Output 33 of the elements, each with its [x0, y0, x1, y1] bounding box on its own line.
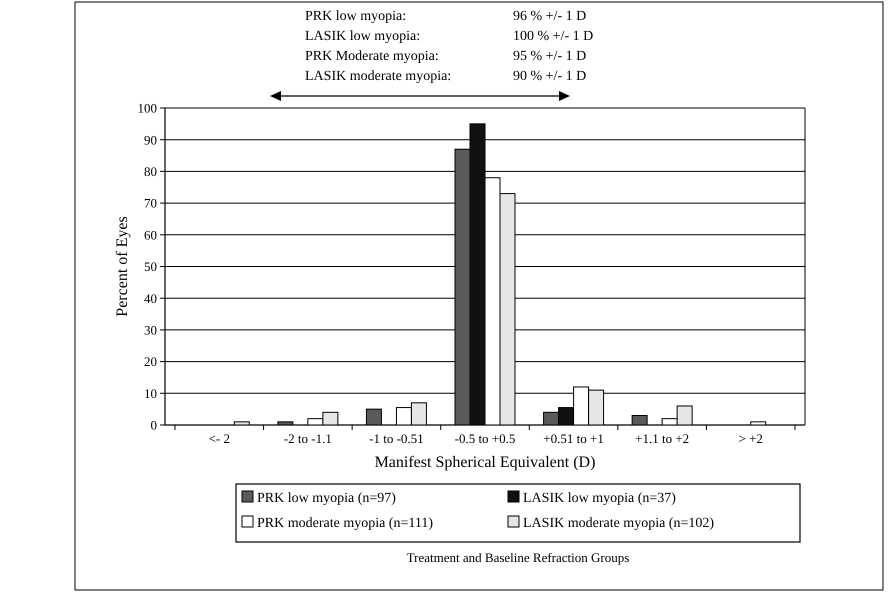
legend-label: PRK low myopia (n=97)	[257, 490, 396, 506]
x-tick-label: <- 2	[208, 431, 230, 446]
y-tick-label: 0	[150, 418, 157, 433]
y-tick-label: 20	[144, 354, 157, 370]
y-tick-label: 70	[144, 196, 157, 211]
y-axis-title: Percent of Eyes	[114, 216, 131, 317]
y-tick-label: 40	[144, 290, 157, 306]
legend-title: Treatment and Baseline Refraction Groups	[406, 550, 630, 565]
y-tick-label: 50	[144, 259, 157, 274]
y-tick-label: 60	[144, 227, 157, 242]
x-tick-label: +1.1 to +2	[635, 431, 690, 446]
legend-label: PRK moderate myopia (n=111)	[257, 516, 434, 531]
x-tick-label: -1 to -0.51	[369, 431, 424, 446]
text: LASIK moderate myopia:	[305, 69, 452, 84]
text: 100 % +/- 1 D	[513, 29, 594, 44]
text: 96 % +/- 1 D	[513, 9, 586, 24]
y-tick-label: 90	[144, 132, 157, 148]
x-tick-label: -2 to -1.1	[284, 431, 332, 446]
legend-label: LASIK low myopia (n=37)	[523, 490, 676, 506]
y-tick-label: 100	[138, 100, 157, 116]
legend-label: LASIK moderate myopia (n=102)	[523, 516, 714, 531]
x-axis-title: Manifest Spherical Equivalent (D)	[374, 454, 596, 471]
text: PRK low myopia:	[305, 9, 406, 24]
y-tick-label: 80	[144, 164, 157, 179]
x-tick-label: -0.5 to +0.5	[454, 431, 516, 446]
x-tick-label: > +2	[738, 431, 763, 446]
text: PRK Moderate myopia:	[305, 49, 439, 64]
y-tick-label: 30	[144, 322, 157, 338]
y-tick-label: 10	[144, 386, 157, 401]
text: 95 % +/- 1 D	[513, 49, 586, 64]
text: 90 % +/- 1 D	[513, 69, 586, 84]
text: LASIK low myopia:	[305, 29, 420, 44]
x-tick-label: +0.51 to +1	[543, 431, 604, 446]
